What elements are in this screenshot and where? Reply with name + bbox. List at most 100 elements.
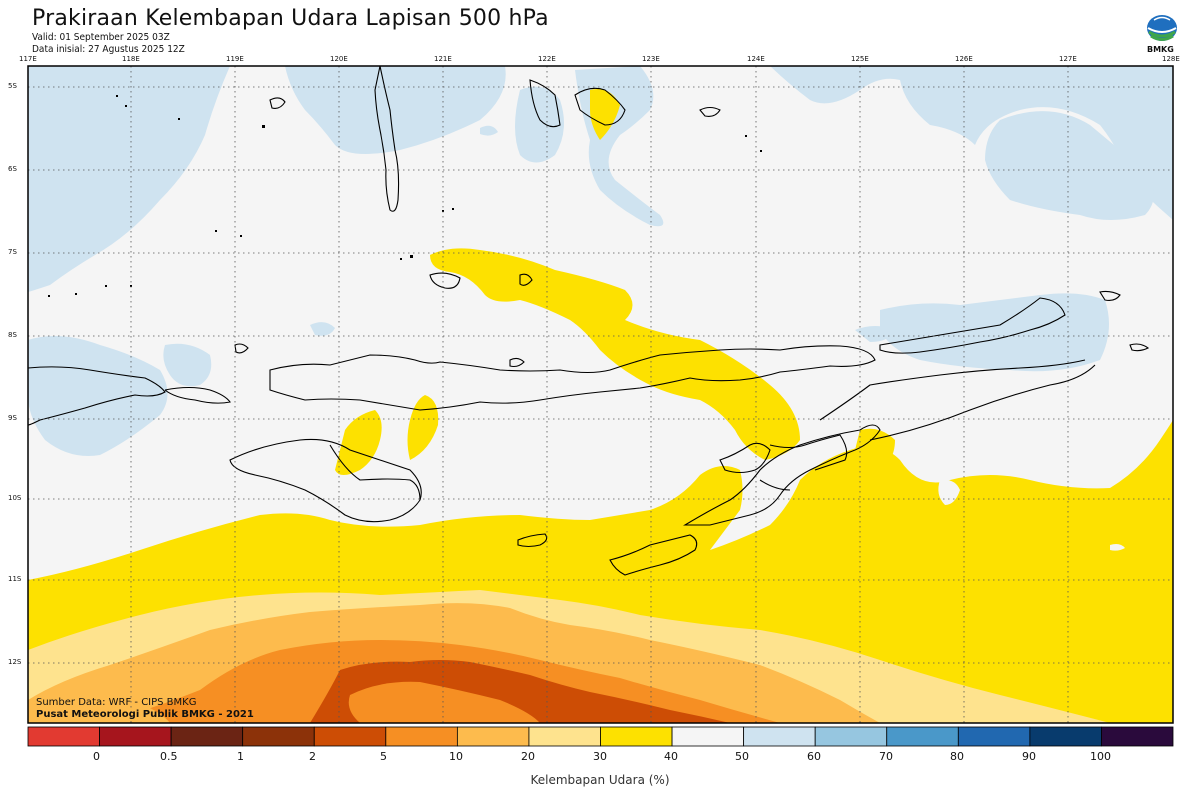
colorbar-segment [1029, 726, 1102, 747]
humid-region-small-1 [310, 322, 335, 336]
data-source: Sumber Data: WRF - CIPS BMKG [36, 697, 197, 708]
humid-region-west-1 [28, 336, 168, 456]
humid-region-small-3 [480, 125, 498, 136]
coastline-small-east-2 [1129, 343, 1150, 352]
humid-region-small-2 [855, 326, 895, 342]
cbar-tick: 2 [309, 750, 316, 763]
humid-region-north-2 [515, 86, 564, 163]
colorbar-segment [456, 726, 530, 747]
lat-label-8s: 8S [8, 331, 17, 339]
coastline-savu [517, 533, 548, 548]
moist-band-yellow-flores [590, 89, 620, 140]
coastline-buton [574, 87, 626, 126]
cbar-tick: 100 [1090, 750, 1111, 763]
lon-label-125: 125E [851, 55, 869, 63]
lon-label-119: 119E [226, 55, 244, 63]
lon-label-117: 117E [19, 55, 37, 63]
colorbar-segment [814, 726, 888, 747]
coastline-small-n1 [269, 97, 286, 109]
coastline-flores-n [429, 272, 461, 289]
lon-label-124: 124E [747, 55, 765, 63]
map-frame [27, 65, 1174, 724]
lon-label-118: 118E [122, 55, 140, 63]
humid-region-northwest [28, 66, 230, 292]
cbar-tick: 20 [521, 750, 535, 763]
logo-text: BMKG [1147, 45, 1174, 54]
cbar-tick: 0 [93, 750, 100, 763]
init-time: Data inisial: 27 Agustus 2025 12Z [32, 44, 185, 55]
moist-band-yellow-center-2 [407, 395, 439, 460]
cbar-tick: 5 [380, 750, 387, 763]
moist-band-yellow-center [335, 410, 382, 475]
small-islands [48, 95, 762, 297]
moist-band-yellow-north [430, 248, 800, 460]
lon-label-126: 126E [955, 55, 973, 63]
coastline-sulawesi-south [374, 66, 400, 212]
lat-label-7s: 7S [8, 248, 17, 256]
band-10-20-inner [28, 700, 170, 723]
colorbar-title: Kelembapan Udara (%) [530, 773, 670, 787]
cbar-tick: 60 [807, 750, 821, 763]
map-title: Prakiraan Kelembapan Udara Lapisan 500 h… [32, 6, 549, 31]
colorbar-segment [528, 726, 601, 747]
humid-region-west-2 [163, 343, 212, 387]
lat-label-5s: 5S [8, 82, 17, 90]
cbar-tick: 90 [1022, 750, 1036, 763]
coastline-small-n3 [519, 273, 533, 286]
colorbar-segment [743, 726, 816, 747]
colorbar-segment [242, 726, 315, 747]
moist-band-yellow-east-pocket [855, 428, 895, 470]
colorbar-segment [1101, 726, 1174, 747]
humid-region-north-center [285, 66, 506, 154]
coastline-timor [683, 424, 881, 526]
humid-region-east-1 [985, 111, 1154, 220]
colorbar-segment [27, 726, 100, 747]
lat-label-9s: 9S [8, 414, 17, 422]
cbar-tick: 80 [950, 750, 964, 763]
lon-label-123: 123E [642, 55, 660, 63]
boundary-timor [759, 434, 848, 491]
lon-label-128: 128E [1162, 55, 1180, 63]
humid-region-east-2 [880, 293, 1109, 372]
humid-region-northeast [770, 66, 1173, 220]
cbar-tick: 50 [735, 750, 749, 763]
cbar-tick: 70 [879, 750, 893, 763]
coastline-small-n4 [234, 343, 249, 354]
lon-label-121: 121E [434, 55, 452, 63]
lon-label-120: 120E [330, 55, 348, 63]
cbar-tick: 40 [664, 750, 678, 763]
lat-label-11s: 11S [8, 575, 22, 583]
colorbar-segment [99, 726, 172, 747]
agency-credit: Pusat Meteorologi Publik BMKG - 2021 [36, 709, 254, 720]
colorbar-segment [600, 726, 673, 747]
graticule [28, 66, 1173, 723]
boundary-sumba [329, 444, 421, 501]
coastline-sulawesi-se [529, 79, 561, 128]
coastline-small-n2 [699, 106, 721, 117]
dry-gap-2 [1110, 544, 1125, 551]
coastline-small-east [1099, 290, 1121, 301]
cbar-tick: 10 [449, 750, 463, 763]
coastline-alor [879, 297, 1066, 354]
colorbar-segment [170, 726, 244, 747]
lon-label-122: 122E [538, 55, 556, 63]
bmkg-logo-icon [1147, 15, 1177, 41]
valid-time: Valid: 01 September 2025 03Z [32, 32, 170, 43]
lon-label-127: 127E [1059, 55, 1077, 63]
cbar-tick: 0.5 [160, 750, 178, 763]
colorbar-segment [886, 726, 959, 747]
coastline-sumba [229, 438, 422, 523]
colorbar [27, 726, 1174, 747]
colorbar-segment [313, 726, 387, 747]
cbar-tick: 1 [237, 750, 244, 763]
colorbar-segment [385, 726, 458, 747]
coastline-small-n5 [509, 357, 525, 368]
band-5-10-inner [348, 681, 540, 723]
colorbar-segment [671, 726, 745, 747]
lat-label-10s: 10S [8, 494, 22, 502]
lat-label-6s: 6S [8, 165, 17, 173]
cbar-tick: 30 [593, 750, 607, 763]
lat-label-12s: 12S [8, 658, 22, 666]
coastline-rote [609, 534, 698, 576]
